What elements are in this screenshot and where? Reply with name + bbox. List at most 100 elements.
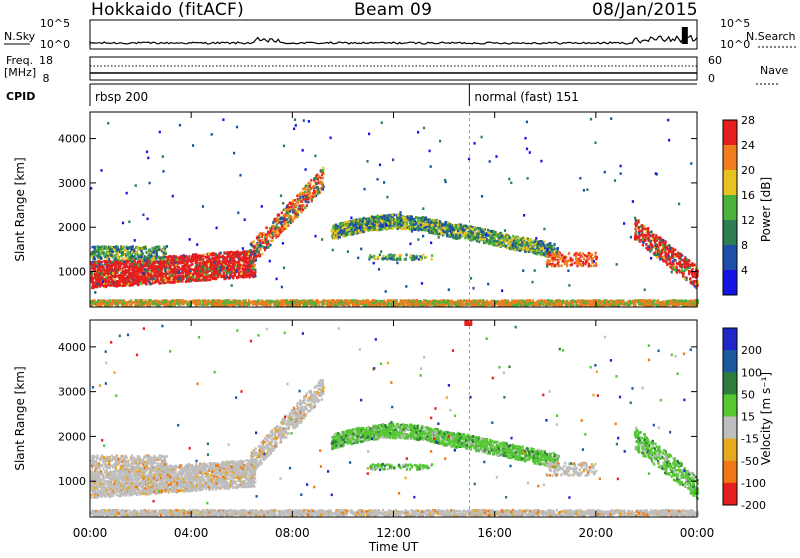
range-cell	[195, 279, 197, 282]
nsky-tick-top: 10^5	[40, 17, 70, 30]
range-cell	[241, 272, 243, 275]
range-cell	[99, 285, 101, 288]
range-cell	[439, 228, 441, 231]
range-cell	[258, 254, 260, 257]
range-cell	[256, 249, 258, 252]
range-cell	[215, 277, 217, 280]
range-cell	[147, 260, 149, 263]
range-cell	[117, 280, 119, 283]
range-cell	[165, 274, 167, 277]
range-cell	[557, 262, 559, 265]
range-cell	[358, 224, 360, 227]
range-cell	[404, 223, 406, 226]
range-cell	[131, 277, 133, 280]
range-cell	[571, 263, 573, 266]
range-cell	[239, 258, 241, 261]
range-cell	[458, 228, 460, 231]
range-cell	[105, 253, 107, 256]
range-cell	[238, 260, 240, 263]
range-cell	[165, 280, 167, 283]
range-cell	[499, 236, 501, 239]
range-cell	[92, 246, 94, 249]
range-cell	[214, 261, 216, 264]
range-cell	[157, 265, 159, 268]
range-cell	[222, 255, 224, 258]
range-cell	[416, 217, 418, 220]
range-cell	[162, 249, 164, 252]
range-cell	[459, 237, 461, 240]
range-cell	[144, 265, 146, 268]
range-cell	[500, 245, 502, 248]
range-cell	[209, 266, 211, 269]
range-cell	[302, 198, 304, 201]
range-cell	[454, 227, 456, 230]
range-cell	[512, 244, 514, 247]
range-cell	[170, 255, 172, 258]
range-cell	[312, 186, 314, 189]
range-cell	[422, 220, 424, 223]
range-cell	[199, 279, 201, 282]
range-cell	[267, 234, 269, 237]
range-cell	[212, 268, 214, 271]
range-cell	[254, 269, 256, 272]
range-cell	[383, 215, 385, 218]
range-cell	[137, 273, 139, 276]
range-cell	[174, 271, 176, 274]
range-cell	[302, 196, 304, 199]
range-cell	[177, 280, 179, 283]
range-cell	[310, 179, 312, 182]
range-cell	[575, 255, 577, 258]
range-cell	[93, 256, 95, 259]
range-cell	[302, 208, 304, 211]
range-cell	[499, 232, 501, 235]
range-cell	[173, 270, 175, 273]
range-cell	[562, 260, 564, 263]
range-cell	[294, 199, 296, 202]
range-cell	[373, 220, 375, 223]
range-cell	[197, 274, 199, 277]
range-cell	[260, 232, 262, 235]
range-cell	[342, 227, 344, 230]
range-cell	[192, 273, 194, 276]
range-cell	[126, 257, 128, 260]
range-cell	[159, 265, 161, 268]
range-cell	[129, 268, 131, 271]
range-cell	[251, 257, 253, 260]
range-cell	[495, 243, 497, 246]
range-cell	[144, 246, 146, 249]
freq-tick-bottom: 8	[43, 72, 50, 85]
range-cell	[227, 252, 229, 255]
range-cell	[153, 264, 155, 267]
range-cell	[281, 225, 283, 228]
range-cell	[199, 273, 201, 276]
range-cell	[151, 270, 153, 273]
range-cell	[172, 257, 174, 260]
range-cell	[167, 258, 169, 261]
range-cell	[304, 207, 306, 210]
range-cell	[114, 278, 116, 281]
range-cell	[437, 220, 439, 223]
range-cell	[456, 234, 458, 237]
range-cell	[551, 265, 553, 268]
cpid-segment-label: rbsp 200	[95, 90, 148, 104]
range-cell	[489, 235, 491, 238]
range-cell	[183, 266, 185, 269]
range-cell	[154, 272, 156, 275]
range-cell	[236, 267, 238, 270]
range-cell	[273, 234, 275, 237]
range-cell	[144, 268, 146, 271]
range-cell	[339, 236, 341, 239]
range-cell	[467, 234, 469, 237]
range-cell	[281, 212, 283, 215]
range-cell	[306, 191, 308, 194]
range-cell	[194, 273, 196, 276]
range-cell	[401, 227, 403, 230]
range-cell	[466, 226, 468, 229]
range-cell	[309, 189, 311, 192]
range-cell	[144, 257, 146, 260]
range-cell	[106, 257, 108, 260]
range-cell	[421, 229, 423, 232]
range-cell	[300, 208, 302, 211]
range-cell	[453, 231, 455, 234]
range-cell	[694, 264, 696, 267]
